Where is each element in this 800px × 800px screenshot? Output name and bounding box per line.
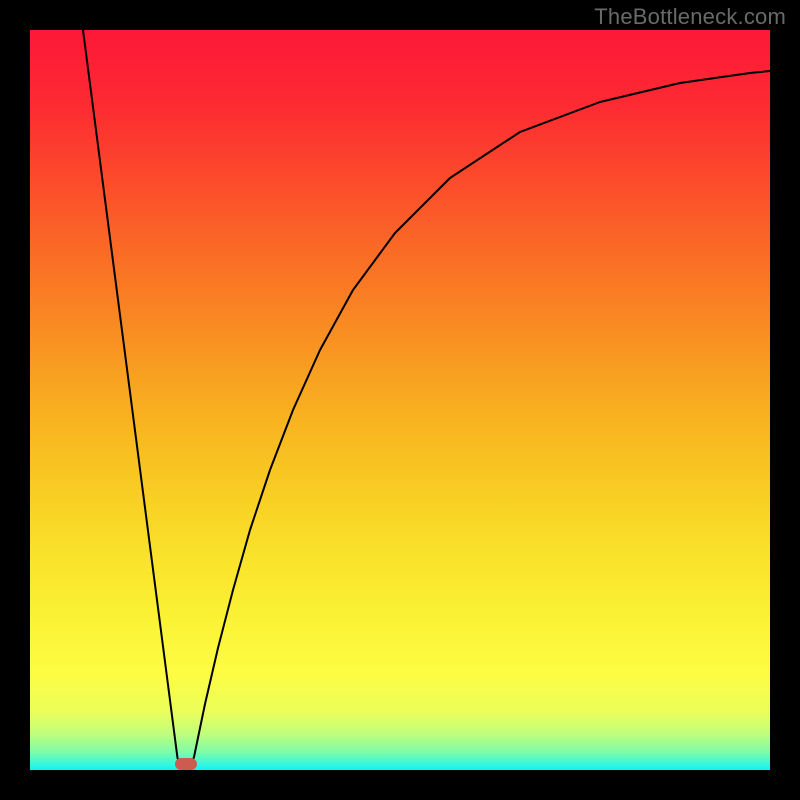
chart-container: TheBottleneck.com <box>0 0 800 800</box>
watermark-text: TheBottleneck.com <box>594 4 786 30</box>
optimum-marker <box>175 758 197 770</box>
plot-background <box>30 30 770 770</box>
bottleneck-curve-chart <box>0 0 800 800</box>
